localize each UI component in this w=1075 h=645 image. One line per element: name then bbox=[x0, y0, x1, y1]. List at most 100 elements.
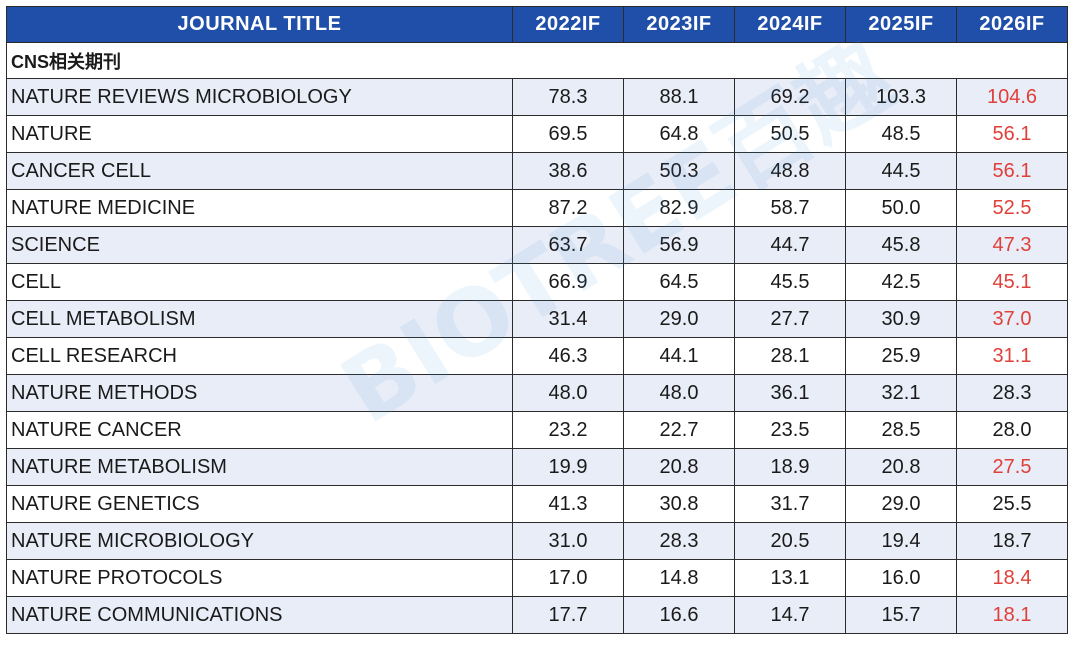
column-header-2024if: 2024IF bbox=[734, 6, 846, 43]
impact-factor-cell: 58.7 bbox=[734, 189, 846, 227]
table-row: NATURE PROTOCOLS 17.0 14.8 13.1 16.0 18.4 bbox=[6, 559, 1068, 597]
impact-factor-cell: 31.4 bbox=[512, 300, 624, 338]
table-row: NATURE COMMUNICATIONS 17.7 16.6 14.7 15.7 18.… bbox=[6, 596, 1068, 634]
impact-factor-cell: 78.3 bbox=[512, 78, 624, 116]
impact-factor-cell: 28.1 bbox=[734, 337, 846, 375]
impact-factor-cell: 13.1 bbox=[734, 559, 846, 597]
impact-factor-cell: 46.3 bbox=[512, 337, 624, 375]
impact-factor-cell: 48.0 bbox=[512, 374, 624, 412]
header-row: JOURNAL TITLE 2022IF 2023IF 2024IF 2025I… bbox=[6, 6, 1068, 43]
impact-factor-cell: 27.7 bbox=[734, 300, 846, 338]
impact-factor-cell: 50.3 bbox=[623, 152, 735, 190]
impact-factor-cell: 19.4 bbox=[845, 522, 957, 560]
impact-factor-cell: 69.2 bbox=[734, 78, 846, 116]
section-title: CNS相关期刊 bbox=[6, 42, 1068, 79]
impact-factor-cell: 29.0 bbox=[623, 300, 735, 338]
journal-name-cell: NATURE MICROBIOLOGY bbox=[6, 522, 513, 560]
impact-factor-cell: 27.5 bbox=[956, 448, 1068, 486]
column-header-journal-title: JOURNAL TITLE bbox=[6, 6, 513, 43]
table-row: CELL 66.9 64.5 45.5 42.5 45.1 bbox=[6, 263, 1068, 301]
impact-factor-cell: 50.0 bbox=[845, 189, 957, 227]
impact-factor-table-container: JOURNAL TITLE 2022IF 2023IF 2024IF 2025I… bbox=[6, 6, 1068, 634]
column-header-2023if: 2023IF bbox=[623, 6, 735, 43]
journal-name-cell: SCIENCE bbox=[6, 226, 513, 264]
impact-factor-cell: 41.3 bbox=[512, 485, 624, 523]
impact-factor-cell: 22.7 bbox=[623, 411, 735, 449]
impact-factor-cell: 45.5 bbox=[734, 263, 846, 301]
impact-factor-cell: 64.8 bbox=[623, 115, 735, 153]
table-row: NATURE MICROBIOLOGY 31.0 28.3 20.5 19.4 18.7 bbox=[6, 522, 1068, 560]
journal-name-cell: NATURE bbox=[6, 115, 513, 153]
table-row: CELL RESEARCH 46.3 44.1 28.1 25.9 31.1 bbox=[6, 337, 1068, 375]
table-row: NATURE REVIEWS MICROBIOLOGY 78.3 88.1 69.2 1… bbox=[6, 78, 1068, 116]
impact-factor-cell: 20.8 bbox=[623, 448, 735, 486]
journal-name-cell: NATURE PROTOCOLS bbox=[6, 559, 513, 597]
journal-name-cell: CELL METABOLISM bbox=[6, 300, 513, 338]
column-header-2026if: 2026IF bbox=[956, 6, 1068, 43]
impact-factor-cell: 17.7 bbox=[512, 596, 624, 634]
journal-name-cell: NATURE CANCER bbox=[6, 411, 513, 449]
impact-factor-cell: 37.0 bbox=[956, 300, 1068, 338]
journal-name-cell: NATURE METABOLISM bbox=[6, 448, 513, 486]
impact-factor-cell: 17.0 bbox=[512, 559, 624, 597]
impact-factor-cell: 104.6 bbox=[956, 78, 1068, 116]
impact-factor-cell: 25.5 bbox=[956, 485, 1068, 523]
impact-factor-cell: 56.1 bbox=[956, 152, 1068, 190]
impact-factor-cell: 14.8 bbox=[623, 559, 735, 597]
impact-factor-cell: 48.0 bbox=[623, 374, 735, 412]
table-row: NATURE METABOLISM 19.9 20.8 18.9 20.8 27.5 bbox=[6, 448, 1068, 486]
table-row: NATURE MEDICINE 87.2 82.9 58.7 50.0 52.5 bbox=[6, 189, 1068, 227]
impact-factor-cell: 16.0 bbox=[845, 559, 957, 597]
impact-factor-cell: 23.5 bbox=[734, 411, 846, 449]
section-row: CNS相关期刊 bbox=[6, 42, 1068, 79]
impact-factor-cell: 15.7 bbox=[845, 596, 957, 634]
impact-factor-cell: 31.7 bbox=[734, 485, 846, 523]
table-row: CANCER CELL 38.6 50.3 48.8 44.5 56.1 bbox=[6, 152, 1068, 190]
impact-factor-cell: 63.7 bbox=[512, 226, 624, 264]
impact-factor-cell: 50.5 bbox=[734, 115, 846, 153]
impact-factor-cell: 66.9 bbox=[512, 263, 624, 301]
impact-factor-cell: 18.4 bbox=[956, 559, 1068, 597]
column-header-2022if: 2022IF bbox=[512, 6, 624, 43]
impact-factor-cell: 32.1 bbox=[845, 374, 957, 412]
impact-factor-cell: 82.9 bbox=[623, 189, 735, 227]
impact-factor-cell: 88.1 bbox=[623, 78, 735, 116]
impact-factor-cell: 48.5 bbox=[845, 115, 957, 153]
impact-factor-cell: 30.9 bbox=[845, 300, 957, 338]
impact-factor-cell: 48.8 bbox=[734, 152, 846, 190]
impact-factor-cell: 18.7 bbox=[956, 522, 1068, 560]
column-header-2025if: 2025IF bbox=[845, 6, 957, 43]
impact-factor-cell: 28.3 bbox=[956, 374, 1068, 412]
impact-factor-cell: 30.8 bbox=[623, 485, 735, 523]
impact-factor-cell: 42.5 bbox=[845, 263, 957, 301]
impact-factor-cell: 31.0 bbox=[512, 522, 624, 560]
journal-name-cell: NATURE COMMUNICATIONS bbox=[6, 596, 513, 634]
table-row: NATURE GENETICS 41.3 30.8 31.7 29.0 25.5 bbox=[6, 485, 1068, 523]
impact-factor-cell: 56.9 bbox=[623, 226, 735, 264]
impact-factor-cell: 38.6 bbox=[512, 152, 624, 190]
impact-factor-cell: 14.7 bbox=[734, 596, 846, 634]
journal-name-cell: CELL bbox=[6, 263, 513, 301]
impact-factor-cell: 45.1 bbox=[956, 263, 1068, 301]
journal-name-cell: NATURE MEDICINE bbox=[6, 189, 513, 227]
table-row: NATURE CANCER 23.2 22.7 23.5 28.5 28.0 bbox=[6, 411, 1068, 449]
journal-name-cell: CELL RESEARCH bbox=[6, 337, 513, 375]
impact-factor-cell: 36.1 bbox=[734, 374, 846, 412]
table-row: SCIENCE 63.7 56.9 44.7 45.8 47.3 bbox=[6, 226, 1068, 264]
impact-factor-cell: 64.5 bbox=[623, 263, 735, 301]
table-row: NATURE 69.5 64.8 50.5 48.5 56.1 bbox=[6, 115, 1068, 153]
journal-name-cell: NATURE REVIEWS MICROBIOLOGY bbox=[6, 78, 513, 116]
impact-factor-cell: 45.8 bbox=[845, 226, 957, 264]
impact-factor-cell: 103.3 bbox=[845, 78, 957, 116]
impact-factor-cell: 23.2 bbox=[512, 411, 624, 449]
impact-factor-cell: 28.0 bbox=[956, 411, 1068, 449]
impact-factor-cell: 18.1 bbox=[956, 596, 1068, 634]
journal-name-cell: NATURE GENETICS bbox=[6, 485, 513, 523]
impact-factor-cell: 18.9 bbox=[734, 448, 846, 486]
impact-factor-cell: 29.0 bbox=[845, 485, 957, 523]
impact-factor-cell: 20.5 bbox=[734, 522, 846, 560]
impact-factor-table: JOURNAL TITLE 2022IF 2023IF 2024IF 2025I… bbox=[6, 6, 1068, 634]
impact-factor-cell: 44.7 bbox=[734, 226, 846, 264]
impact-factor-cell: 56.1 bbox=[956, 115, 1068, 153]
journal-name-cell: NATURE METHODS bbox=[6, 374, 513, 412]
